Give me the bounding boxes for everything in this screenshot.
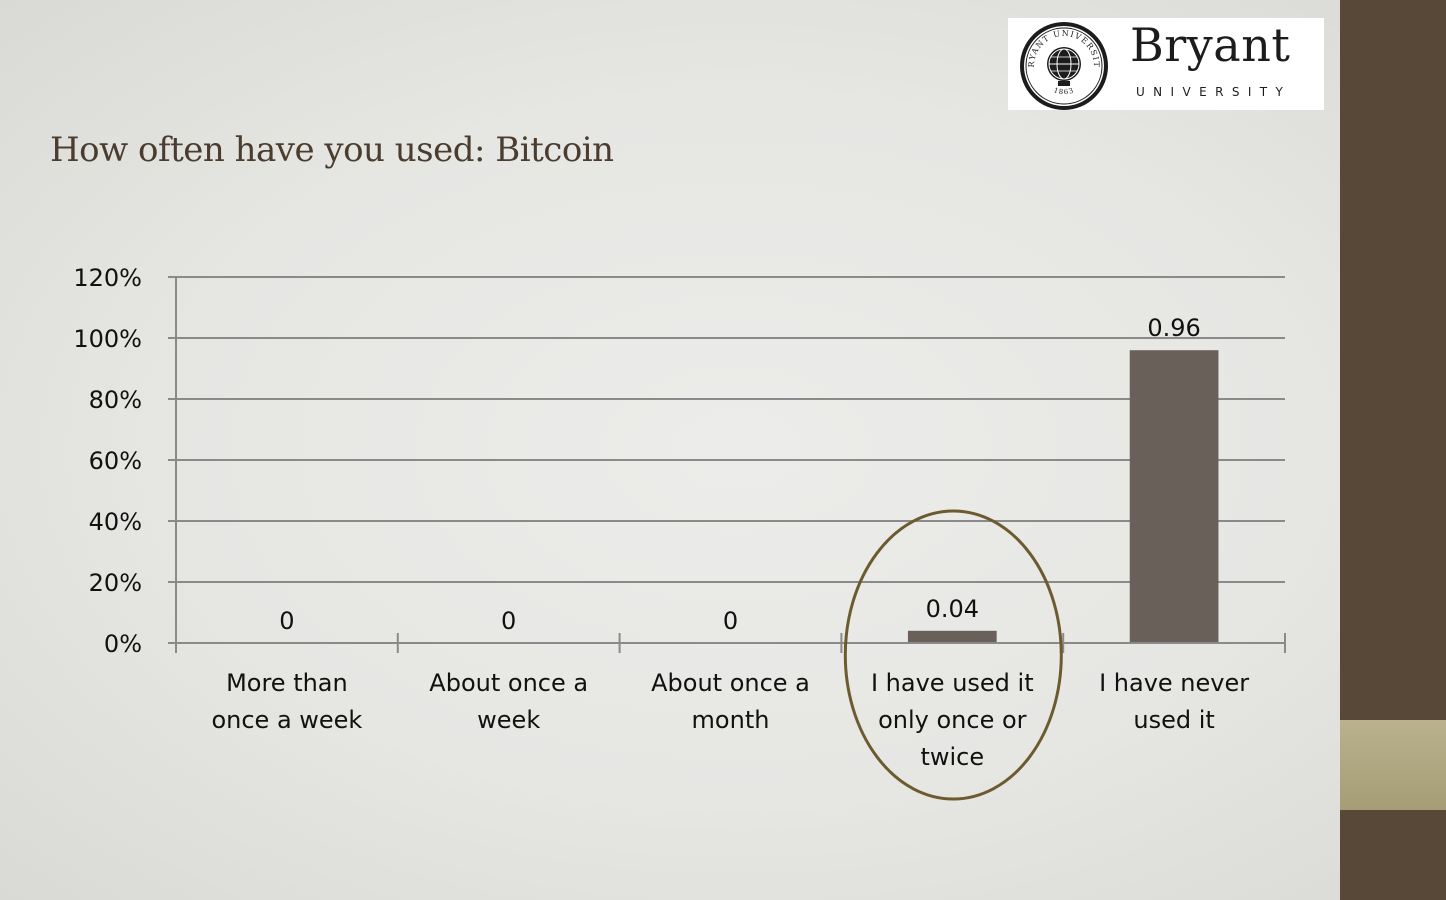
chart-highlight xyxy=(843,509,1063,801)
bar-chart: 0% 20% 40% 60% 80% 100% 120% 0 More than once a w… xyxy=(73,264,1286,801)
data-label: 0.04 xyxy=(926,595,979,623)
data-label: 0 xyxy=(723,607,738,635)
svg-text:1863: 1863 xyxy=(1053,86,1076,96)
y-tick-label: 100% xyxy=(73,325,142,353)
x-category-label: once a week xyxy=(211,706,362,734)
y-tick-label: 120% xyxy=(73,264,142,292)
x-category-label: About once a xyxy=(429,669,588,697)
y-tick-label: 60% xyxy=(89,447,142,475)
x-category-label: More than xyxy=(226,669,348,697)
y-tick-label: 80% xyxy=(89,386,142,414)
chart-axes xyxy=(168,277,1286,653)
x-category-label: I have never xyxy=(1099,669,1249,697)
x-category-label: week xyxy=(477,706,540,734)
x-category-label: I have used it xyxy=(871,669,1034,697)
data-label: 0 xyxy=(279,607,294,635)
logo-wordmark: Bryant xyxy=(1130,18,1291,72)
chart-labels: 0% 20% 40% 60% 80% 100% 120% 0 More than once a w… xyxy=(73,264,1249,771)
bar xyxy=(907,630,997,643)
x-category-label: About once a xyxy=(651,669,810,697)
highlight-circle xyxy=(843,509,1063,801)
sidebar-accent-band xyxy=(1340,720,1446,810)
y-tick-label: 0% xyxy=(104,630,142,658)
y-tick-label: 40% xyxy=(89,508,142,536)
chart-gridlines xyxy=(168,276,1285,583)
data-label: 0 xyxy=(501,607,516,635)
bar xyxy=(1129,350,1219,643)
y-tick-label: 20% xyxy=(89,569,142,597)
chart-bars xyxy=(907,350,1219,643)
x-category-label: only once or xyxy=(878,706,1027,734)
x-category-label: used it xyxy=(1133,706,1214,734)
slide-background xyxy=(0,0,1340,900)
university-seal-icon: BRYANT UNIVERSITY 1863 xyxy=(1014,20,1108,110)
x-category-label: month xyxy=(692,706,770,734)
logo-subtitle: UNIVERSITY xyxy=(1136,85,1292,99)
data-label: 0.96 xyxy=(1147,314,1200,342)
x-category-label: twice xyxy=(920,743,984,771)
university-logo: BRYANT UNIVERSITY 1863 Bryant UNIVERSITY xyxy=(1008,18,1324,110)
slide-title: How often have you used: Bitcoin xyxy=(50,130,614,170)
